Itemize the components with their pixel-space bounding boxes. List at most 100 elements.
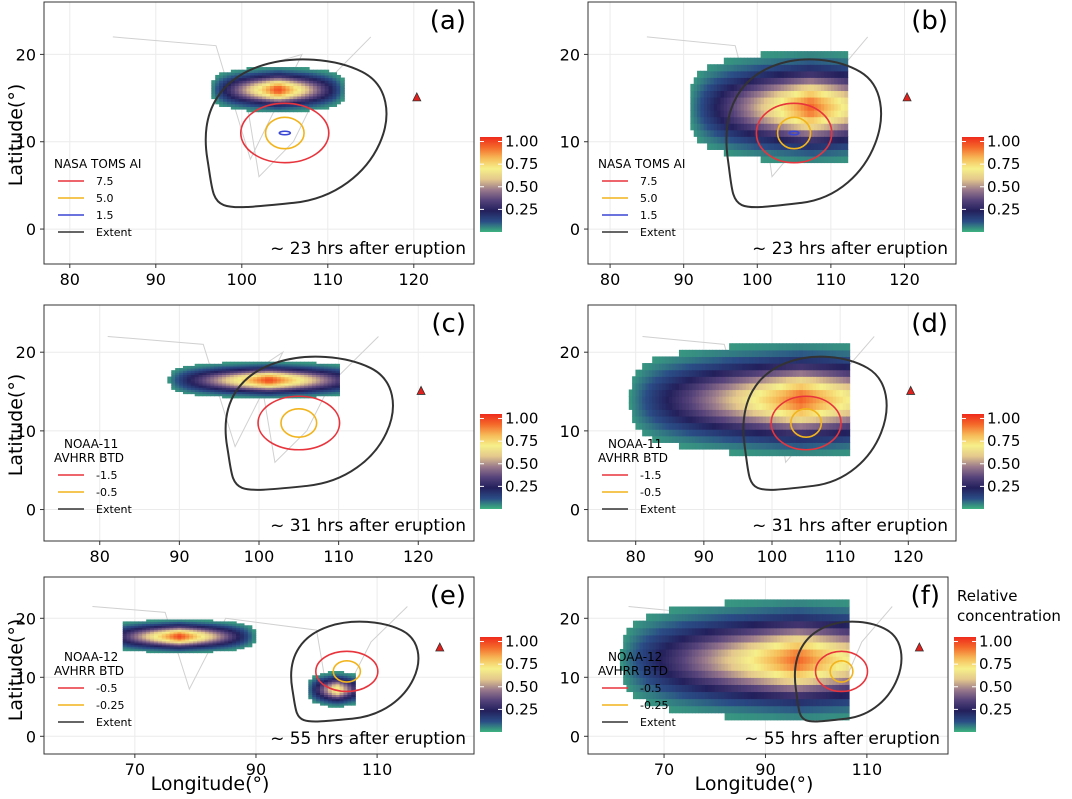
heat-cell [269, 98, 275, 102]
heat-cell [792, 349, 797, 358]
heat-cell [729, 442, 734, 450]
heat-cell [335, 380, 340, 384]
heat-cell [254, 90, 259, 94]
heat-cell [261, 370, 266, 373]
heat-cell [220, 642, 225, 646]
heat-cell [281, 108, 287, 113]
heat-cell [730, 90, 735, 98]
heat-cell [339, 681, 345, 685]
heat-cell [704, 663, 709, 671]
heat-cell [710, 116, 715, 124]
heat-cell [335, 685, 341, 689]
heat-cell [211, 85, 216, 89]
heat-cell [284, 361, 290, 365]
heat-cell [659, 656, 664, 664]
heat-cell [216, 633, 222, 636]
heat-cell [308, 681, 313, 685]
heat-cell [247, 640, 253, 644]
heat-cell [214, 363, 219, 367]
heat-cell [247, 627, 253, 630]
heat-cell [331, 368, 337, 371]
heat-cell [293, 95, 298, 100]
heat-cell [300, 380, 305, 384]
heat-cell [202, 363, 208, 367]
heat-cell [228, 623, 233, 626]
heat-cell [331, 696, 337, 700]
heat-cell [219, 82, 224, 87]
heat-cell [219, 101, 224, 105]
heat-cell [301, 67, 306, 71]
heat-cell [804, 155, 809, 164]
heat-cell [720, 64, 725, 72]
heat-cell [767, 663, 772, 671]
heat-cell [804, 57, 809, 65]
heat-cell [747, 691, 752, 700]
heat-cell [830, 83, 835, 92]
heat-cell [316, 82, 322, 87]
heat-cell [774, 110, 778, 118]
heat-cell [709, 429, 714, 437]
heat-cell [130, 646, 136, 650]
heat-cell [258, 72, 263, 76]
heat-cell [305, 103, 310, 107]
heat-cell [197, 629, 202, 632]
heat-cell [839, 691, 844, 700]
heat-cell [739, 402, 744, 410]
heat-cell [312, 90, 318, 94]
heat-cell [220, 648, 225, 652]
heat-cell [208, 640, 214, 644]
heat-cell [790, 90, 795, 98]
heat-cell [642, 641, 647, 650]
heat-cell [725, 376, 730, 384]
heat-cell [809, 712, 814, 721]
heat-cell [665, 389, 670, 397]
heat-cell [662, 634, 667, 643]
heat-cell [272, 395, 278, 399]
heat-cell [737, 149, 742, 157]
heat-cell [351, 673, 356, 676]
heat-cell [767, 142, 772, 150]
heat-cell [832, 356, 837, 364]
heat-cell [233, 382, 239, 386]
heat-cell [272, 376, 278, 380]
heat-cell [732, 389, 737, 397]
heat-cell [253, 382, 258, 386]
heat-cell [743, 136, 748, 144]
heat-cell [747, 705, 752, 714]
heat-cell [806, 698, 811, 707]
heat-cell [639, 684, 644, 693]
plot-area [92, 606, 445, 723]
heat-cell [300, 387, 305, 390]
heat-cell [335, 683, 341, 687]
heat-cell [265, 376, 270, 380]
heat-cell [335, 696, 341, 700]
heat-cell [312, 692, 317, 696]
volcano-marker [416, 385, 426, 395]
heat-cell [740, 627, 745, 636]
heat-cell [705, 415, 710, 424]
heat-cell [198, 376, 204, 380]
heat-cell [268, 385, 274, 388]
heat-cell [780, 634, 785, 643]
heat-cell [177, 636, 182, 640]
heat-cell [760, 634, 765, 643]
heat-cell [194, 378, 200, 382]
heat-cell [715, 415, 720, 424]
heat-cell [672, 376, 677, 384]
heat-cell [836, 349, 841, 358]
heat-cell [185, 623, 190, 626]
heat-cell [246, 101, 251, 105]
heat-cell [806, 396, 811, 404]
heat-cell [319, 372, 325, 376]
heat-cell [740, 606, 745, 615]
heat-cell [845, 656, 850, 664]
heat-cell [780, 656, 785, 664]
heat-cell [233, 380, 239, 384]
heat-cell [802, 409, 807, 417]
heat-cell [731, 648, 736, 657]
heat-cell [754, 691, 758, 700]
heat-cell [296, 380, 301, 384]
heat-cell [757, 90, 762, 98]
heat-cell [783, 677, 788, 685]
heat-cell [691, 670, 696, 678]
